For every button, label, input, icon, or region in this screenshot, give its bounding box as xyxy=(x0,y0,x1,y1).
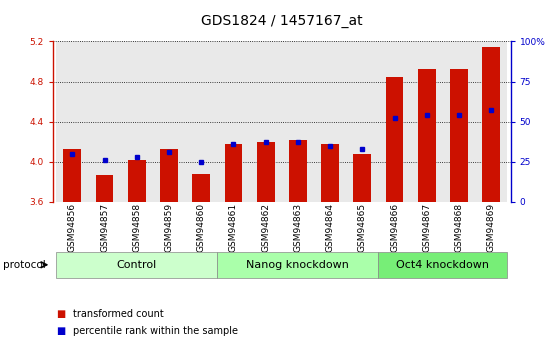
Bar xyxy=(475,41,507,202)
Bar xyxy=(153,41,185,202)
Bar xyxy=(96,175,113,202)
Bar xyxy=(160,149,178,202)
Bar xyxy=(218,41,249,202)
Text: Oct4 knockdown: Oct4 knockdown xyxy=(396,260,489,270)
Bar xyxy=(56,41,89,202)
Bar xyxy=(321,144,339,202)
Bar xyxy=(411,41,443,202)
Bar xyxy=(482,47,500,202)
Bar xyxy=(289,140,307,202)
Text: percentile rank within the sample: percentile rank within the sample xyxy=(73,326,238,336)
Bar xyxy=(443,41,475,202)
Bar xyxy=(249,41,282,202)
Text: Nanog knockdown: Nanog knockdown xyxy=(247,260,349,270)
Bar xyxy=(282,41,314,202)
Text: GDS1824 / 1457167_at: GDS1824 / 1457167_at xyxy=(201,14,363,28)
Bar xyxy=(121,41,153,202)
Bar xyxy=(378,41,411,202)
Bar xyxy=(346,41,378,202)
Bar xyxy=(64,149,81,202)
Bar xyxy=(185,41,218,202)
Bar xyxy=(224,144,242,202)
Text: ■: ■ xyxy=(56,309,65,319)
Bar xyxy=(89,41,121,202)
Bar xyxy=(314,41,346,202)
Bar xyxy=(386,78,403,202)
Bar xyxy=(418,69,436,202)
Bar xyxy=(257,142,275,202)
Text: Control: Control xyxy=(117,260,157,270)
Bar xyxy=(353,154,371,202)
Text: protocol: protocol xyxy=(3,260,46,270)
Text: ■: ■ xyxy=(56,326,65,336)
Bar xyxy=(450,69,468,202)
Bar xyxy=(128,160,146,202)
Bar xyxy=(193,174,210,202)
Text: transformed count: transformed count xyxy=(73,309,163,319)
